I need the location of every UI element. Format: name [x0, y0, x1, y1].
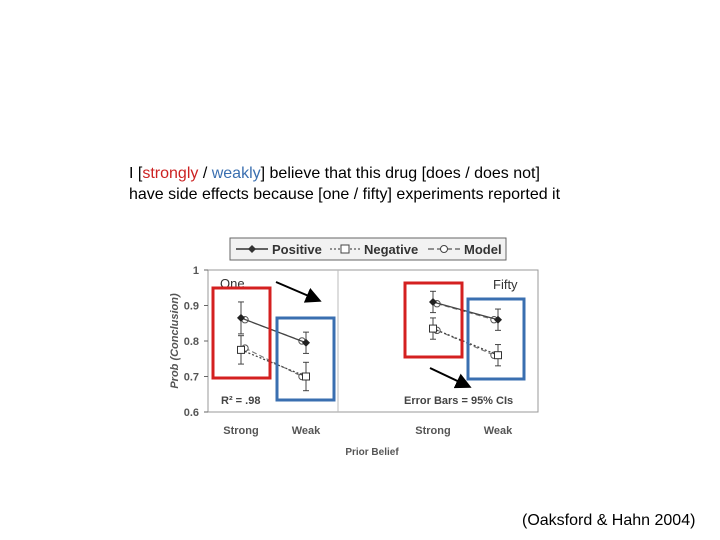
point-negative-0-1 [302, 372, 310, 381]
legend-positive-label: Positive [272, 242, 322, 257]
highlight-fifty-weak-box [466, 297, 526, 381]
highlight-one-weak-box [275, 316, 336, 402]
prompt-line1-sep: / [198, 165, 212, 182]
highlight-one-strong-box [211, 286, 272, 380]
legend-negative-marker [340, 244, 350, 254]
series-positive-line-0 [240, 317, 307, 344]
y-tick-label-1: 0.9 [184, 301, 199, 313]
x-tick-fifty-weak: Weak [484, 425, 513, 437]
point-negative-0-0 [237, 345, 245, 354]
y-tick-label-2: 0.8 [184, 336, 199, 348]
plot-frame [207, 269, 539, 413]
x-tick-one-strong: Strong [223, 425, 258, 437]
highlight-fifty-strong-box [403, 281, 464, 359]
arrow-one-strong-to-weak [275, 281, 322, 303]
point-negative-1-1 [494, 351, 502, 360]
series-positive-line-1 [432, 301, 499, 321]
legend-model-label: Model [464, 242, 502, 257]
legend-model-marker [440, 245, 448, 253]
x-axis-title: Prior Belief [345, 447, 399, 458]
prompt-line1-after: ] believe that this drug [does / does no… [260, 165, 540, 182]
legend-negative-label: Negative [364, 242, 418, 257]
r-squared-annotation: R² = .98 [221, 395, 260, 407]
prompt-line-1: I [strongly / weakly] believe that this … [129, 163, 560, 184]
prompt-line1-before: I [ [129, 165, 143, 182]
model-line-1-0 [436, 303, 495, 321]
y-tick-label-0: 1 [193, 265, 199, 277]
model-line-0-1 [244, 347, 303, 377]
point-positive-1-0 [429, 297, 437, 306]
point-positive-0-0 [237, 313, 245, 322]
y-axis-title: Prob (Conclusion) [169, 293, 181, 389]
data-marks [237, 290, 502, 392]
y-tick-label-3: 0.7 [184, 372, 199, 384]
arrow-fifty-strong-to-weak [429, 367, 472, 389]
legend-box [229, 237, 507, 261]
citation: (Oaksford & Hahn 2004) [522, 512, 696, 529]
legend-positive-marker [248, 245, 256, 253]
point-negative-1-0 [429, 324, 437, 333]
point-positive-1-1 [494, 315, 502, 324]
panel-fifty-title: Fifty [493, 277, 518, 292]
strongly-word: strongly [142, 165, 199, 182]
x-tick-one-weak: Weak [292, 425, 321, 437]
x-tick-fifty-strong: Strong [415, 425, 450, 437]
weakly-word: weakly [211, 165, 261, 182]
prompt-line-2: have side effects because [one / fifty] … [129, 186, 561, 203]
prompt-text: I [strongly / weakly] believe that this … [129, 163, 560, 205]
model-line-1-1 [436, 329, 495, 356]
y-axis: 1 0.9 0.8 0.7 0.6 [184, 265, 208, 419]
error-bars-annotation: Error Bars = 95% CIs [404, 395, 513, 407]
y-tick-label-4: 0.6 [184, 407, 199, 419]
point-positive-0-1 [302, 338, 310, 347]
